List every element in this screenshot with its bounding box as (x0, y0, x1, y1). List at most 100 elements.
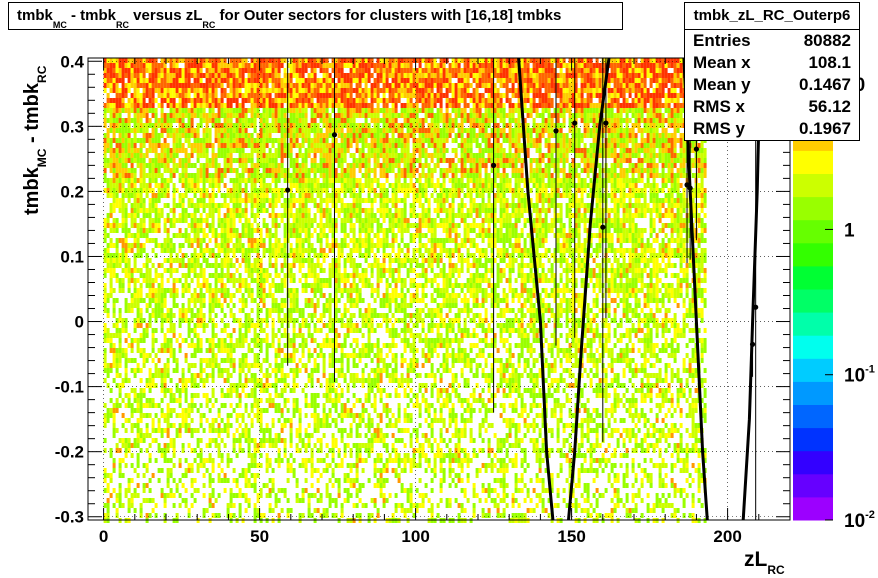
heatmap-cell (157, 173, 161, 178)
heatmap-cell (502, 78, 506, 83)
heatmap-cell (337, 113, 341, 118)
heatmap-cell (247, 118, 251, 123)
heatmap-cell (547, 128, 551, 133)
heatmap-cell (502, 193, 506, 198)
heatmap-cell (187, 128, 191, 133)
heatmap-cell (679, 153, 683, 158)
heatmap-cell (250, 73, 254, 78)
heatmap-cell (358, 93, 362, 98)
heatmap-cell (187, 188, 191, 193)
heatmap-cell (106, 138, 110, 143)
heatmap-cell (580, 178, 584, 183)
heatmap-cell (496, 103, 500, 108)
heatmap-cell (124, 68, 128, 73)
heatmap-cell (187, 108, 191, 113)
heatmap-cell (460, 83, 464, 88)
heatmap-cell (202, 183, 206, 188)
heatmap-cell (295, 173, 299, 178)
heatmap-cell (487, 143, 491, 148)
heatmap-cell (580, 118, 584, 123)
heatmap-cell (556, 168, 560, 173)
heatmap-cell (670, 88, 674, 93)
heatmap-cell (598, 88, 602, 93)
heatmap-cell (157, 118, 161, 123)
heatmap-cell (403, 193, 407, 198)
heatmap-cell (442, 138, 446, 143)
heatmap-cell (616, 178, 620, 183)
heatmap-cell (391, 83, 395, 88)
heatmap-cell (652, 118, 656, 123)
heatmap-cell (208, 138, 212, 143)
heatmap-cell (658, 98, 662, 103)
heatmap-cell (535, 93, 539, 98)
heatmap-cell (322, 73, 326, 78)
heatmap-cell (541, 118, 545, 123)
heatmap-cell (115, 78, 119, 83)
heatmap-cell (385, 88, 389, 93)
heatmap-cell (187, 73, 191, 78)
heatmap-cell (619, 188, 623, 193)
heatmap-cell (340, 78, 344, 83)
heatmap-cell (658, 153, 662, 158)
heatmap-cell (466, 188, 470, 193)
heatmap-cell (196, 138, 200, 143)
heatmap-cell (361, 98, 365, 103)
heatmap-cell (172, 98, 176, 103)
heatmap-cell (664, 73, 668, 78)
heatmap-cell (289, 83, 293, 88)
heatmap-cell (262, 173, 266, 178)
heatmap-cell (433, 78, 437, 83)
heatmap-cell (139, 168, 143, 173)
heatmap-cell (595, 63, 599, 68)
heatmap-cell (589, 128, 593, 133)
heatmap-cell (652, 73, 656, 78)
heatmap-cell (364, 153, 368, 158)
heatmap-cell (268, 78, 272, 83)
heatmap-cell (469, 123, 473, 128)
heatmap-cell (403, 153, 407, 158)
heatmap-cell (343, 98, 347, 103)
heatmap-cell (628, 158, 632, 163)
heatmap-cell (463, 73, 467, 78)
heatmap-cell (517, 158, 521, 163)
heatmap-cell (409, 123, 413, 128)
heatmap-cell (439, 158, 443, 163)
heatmap-cell (424, 68, 428, 73)
heatmap-cell (106, 68, 110, 73)
heatmap-cell (460, 78, 464, 83)
heatmap-cell (289, 63, 293, 68)
heatmap-cell (193, 108, 197, 113)
heatmap-cell (670, 108, 674, 113)
heatmap-cell (112, 133, 116, 138)
heatmap-cell (643, 68, 647, 73)
heatmap-cell (145, 103, 149, 108)
heatmap-cell (541, 133, 545, 138)
heatmap-cell (256, 178, 260, 183)
heatmap-cell (115, 158, 119, 163)
heatmap-cell (484, 128, 488, 133)
heatmap-cell (205, 83, 209, 88)
heatmap-cell (181, 113, 185, 118)
heatmap-cell (160, 193, 164, 198)
heatmap-cell (199, 63, 203, 68)
heatmap-cell (199, 148, 203, 153)
heatmap-cell (262, 68, 266, 73)
heatmap-cell (532, 103, 536, 108)
heatmap-cell (373, 78, 377, 83)
heatmap-cell (412, 103, 416, 108)
heatmap-cell (445, 73, 449, 78)
heatmap-cell (214, 158, 218, 163)
heatmap-cell (178, 163, 182, 168)
heatmap-cell (367, 63, 371, 68)
heatmap-cell (634, 178, 638, 183)
heatmap-cell (361, 73, 365, 78)
heatmap-cell (157, 138, 161, 143)
heatmap-cell (121, 183, 125, 188)
heatmap-cell (595, 198, 599, 203)
heatmap-cell (445, 193, 449, 198)
heatmap-cell (154, 113, 158, 118)
heatmap-cell (310, 118, 314, 123)
heatmap-cell (418, 183, 422, 188)
heatmap-cell (373, 93, 377, 98)
heatmap-cell (352, 153, 356, 158)
